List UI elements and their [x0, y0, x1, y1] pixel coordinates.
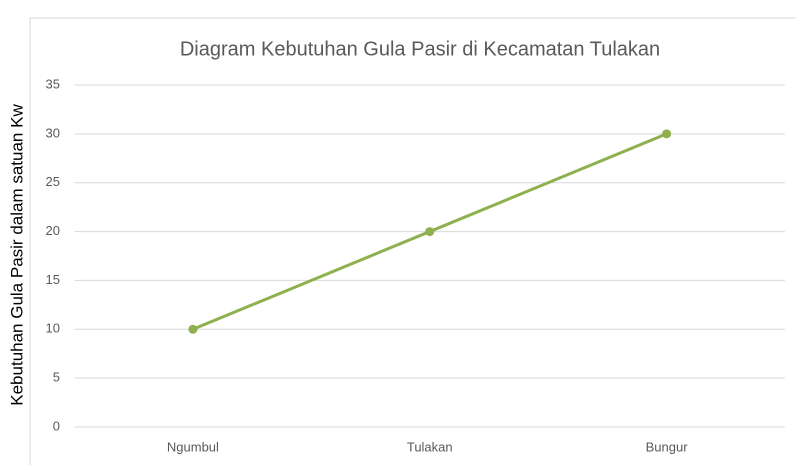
y-tick-label: 15: [46, 272, 60, 287]
chart-title: Diagram Kebutuhan Gula Pasir di Kecamata…: [180, 38, 660, 60]
data-point: [188, 324, 198, 334]
y-tick-label: 25: [46, 174, 60, 189]
y-tick-label: 5: [53, 370, 60, 385]
y-tick-label: 20: [46, 223, 60, 238]
y-tick-label: 0: [53, 418, 60, 433]
y-tick-label: 30: [46, 125, 60, 140]
data-point: [425, 227, 435, 237]
x-tick-label: Tulakan: [407, 439, 453, 454]
y-axis-label: Kebutuhan Gula Pasir dalam satuan Kw: [7, 104, 26, 406]
chart-frame: [29, 17, 796, 465]
y-tick-label: 35: [46, 76, 60, 91]
x-tick-label: Bungur: [646, 439, 689, 454]
y-tick-label: 10: [46, 321, 60, 336]
data-point: [662, 129, 672, 139]
x-tick-label: Ngumbul: [167, 439, 219, 454]
